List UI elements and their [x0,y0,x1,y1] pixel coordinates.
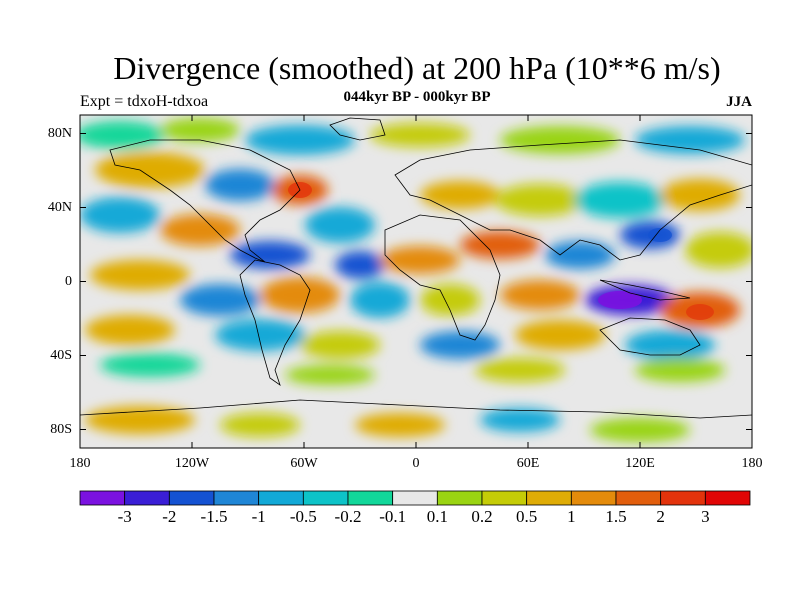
colorbar-swatch [392,490,438,506]
colorbar-label: -2 [162,507,177,526]
colorbar-label: -3 [117,507,132,526]
greenland-outline [329,117,386,141]
coastlines [80,117,752,419]
colorbar-swatch [168,490,215,506]
colorbar-swatch [615,490,662,506]
colorbar-label: 0.5 [516,507,538,526]
colorbar-swatch [124,490,170,506]
colorbar-swatch [570,490,617,506]
lon-tick-label: 60E [516,456,540,471]
colorbar-label: 3 [701,507,710,526]
colorbar-swatch [481,490,528,506]
colorbar-swatch [258,490,304,506]
lon-tick-label: 120E [625,456,655,471]
australia-outline [599,317,701,356]
lon-tick-label: 120W [174,456,210,471]
plot-title: Divergence (smoothed) at 200 hPa (10**6 … [113,50,721,86]
colorbar-swatch [436,490,483,506]
lat-tick-label: 40N [47,199,72,215]
africa-outline [384,214,501,341]
colorbar-label: -1.5 [200,507,228,526]
field-layer [80,115,752,448]
colorbar-label: -1 [251,507,266,526]
colorbar-label: 2 [656,507,665,526]
colorbar-swatch [213,490,260,506]
lat-tick-label: 80S [50,421,72,437]
north-america-outline [109,139,301,263]
lon-tick-label: 0 [412,456,420,471]
colorbar-swatch [79,490,126,506]
experiment-label: Expt = tdxoH-tdxoa [80,93,209,110]
lon-tick-label: 180 [69,456,91,471]
axis-ticks [79,115,753,448]
colorbar-swatch [704,490,751,506]
lon-tick-label: 180 [741,456,763,471]
colorbar-swatch [302,490,349,506]
antarctica-outline [80,399,752,419]
colorbar-swatch [526,490,572,506]
colorbar-label: 0.2 [471,507,493,526]
colorbar-swatch [660,490,706,506]
season-label: JJA [726,94,752,110]
colorbar-label: 0.1 [426,507,448,526]
lon-tick-label: 60W [290,456,318,471]
colorbar-label: 1.5 [605,507,627,526]
lat-tick-label: 80N [47,125,72,141]
colorbar-label: -0.5 [289,507,317,526]
lat-tick-label: 40S [50,347,72,363]
south-america-outline [239,259,311,387]
lat-tick-label: 0 [65,273,72,289]
colorbar-label: 1 [567,507,576,526]
eurasia-outline [394,139,752,261]
plot-subtitle: 044kyr BP - 000kyr BP [343,89,491,105]
colorbar-swatch [347,490,394,506]
colorbar [79,490,751,506]
maritime-continent-outline [599,279,691,301]
colorbar-label: -0.1 [379,507,407,526]
colorbar-label: -0.2 [334,507,362,526]
